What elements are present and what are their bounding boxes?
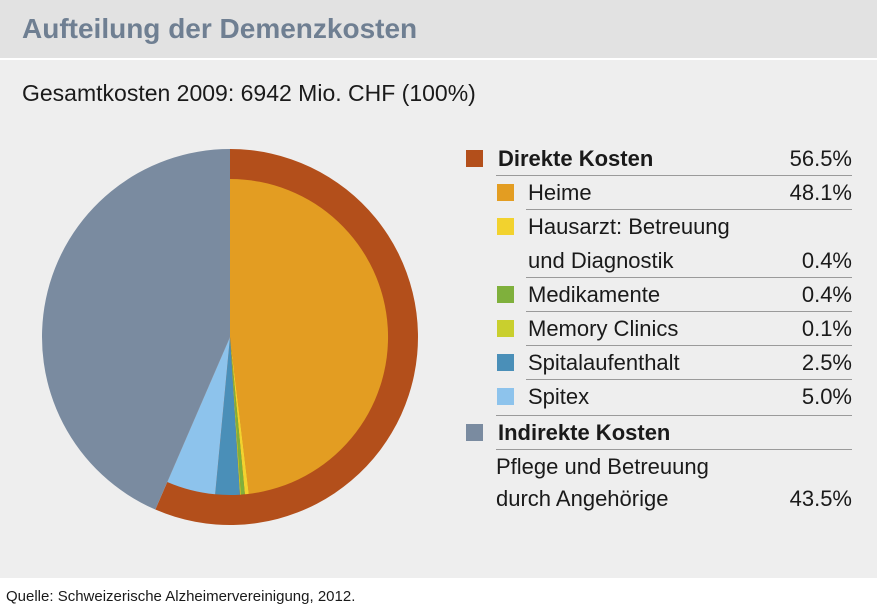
legend-swatch-direct — [466, 150, 483, 167]
legend-label-spitex: Spitex — [528, 384, 590, 409]
pie-chart — [41, 149, 418, 526]
legend-rule — [526, 345, 852, 346]
pie-slice-spitalaufenthalt — [215, 337, 240, 496]
pie-slice-indirekte-kosten — [41, 149, 230, 510]
legend-group-indirect: Indirekte Kosten — [466, 416, 852, 450]
legend-swatch-spitex — [497, 388, 514, 405]
legend-item-memory-clinics: Memory Clinics 0.1% — [466, 312, 852, 346]
legend-value-spitalaufenthalt: 2.5% — [801, 350, 852, 375]
legend-value-heime: 48.1% — [789, 180, 852, 205]
legend-label-hausarzt-line1: Hausarzt: Betreuung — [528, 214, 730, 239]
legend-label-heime: Heime — [528, 180, 592, 205]
chart-subtitle: Gesamtkosten 2009: 6942 Mio. CHF (100%) — [22, 80, 476, 106]
pie-slice-memory-clinics — [230, 337, 241, 495]
legend-value-memory-clinics: 0.1% — [801, 316, 852, 341]
legend-group-direct: Direkte Kosten 56.5% — [466, 142, 852, 176]
legend-rule — [526, 277, 852, 278]
legend-item-heime: Heime 48.1% — [466, 176, 852, 210]
legend-label-direct: Direkte Kosten — [498, 146, 654, 171]
legend-label-medikamente: Medikamente — [528, 282, 661, 307]
chart-title: Aufteilung der Demenzkosten — [22, 13, 418, 44]
pie-slice-medikamente — [230, 337, 245, 495]
legend-label-angehoerige-line1: Pflege und Betreuung — [496, 454, 709, 479]
legend-rule — [496, 175, 852, 176]
legend-label-hausarzt-line2: und Diagnostik — [528, 248, 674, 273]
legend-rule — [526, 311, 852, 312]
source-note: Quelle: Schweizerische Alzheimervereinig… — [6, 588, 356, 605]
legend: Direkte Kosten 56.5% Heime 48.1% Hausarz… — [466, 142, 852, 516]
legend-value-spitex: 5.0% — [801, 384, 852, 409]
legend-swatch-hausarzt — [497, 218, 514, 235]
legend-swatch-heime — [497, 184, 514, 201]
pie-slice-heime — [230, 178, 389, 494]
legend-label-indirect: Indirekte Kosten — [498, 420, 671, 445]
legend-swatch-medikamente — [497, 286, 514, 303]
legend-item-angehoerige: Pflege und Betreuung durch Angehörige 43… — [466, 450, 852, 516]
legend-rule — [526, 209, 852, 210]
legend-value-hausarzt: 0.4% — [801, 248, 852, 273]
legend-value-medikamente: 0.4% — [801, 282, 852, 307]
legend-label-spitalaufenthalt: Spitalaufenthalt — [528, 350, 680, 375]
legend-item-medikamente: Medikamente 0.4% — [466, 278, 852, 312]
legend-rule — [496, 415, 852, 416]
legend-swatch-memory-clinics — [497, 320, 514, 337]
legend-swatch-indirect — [466, 424, 483, 441]
pie-slice-spitex — [167, 337, 230, 495]
legend-item-hausarzt: Hausarzt: Betreuung und Diagnostik 0.4% — [466, 210, 852, 278]
legend-label-angehoerige-line2: durch Angehörige — [496, 486, 669, 511]
legend-value-direct: 56.5% — [789, 146, 852, 171]
title-bar: Aufteilung der Demenzkosten — [0, 0, 877, 60]
legend-item-spitex: Spitex 5.0% — [466, 380, 852, 416]
legend-swatch-spitalaufenthalt — [497, 354, 514, 371]
legend-item-spitalaufenthalt: Spitalaufenthalt 2.5% — [466, 346, 852, 380]
pie-slice-hausarzt-betreuung-und-diagnostik — [230, 337, 249, 495]
legend-rule — [496, 449, 852, 450]
legend-value-indirect: 43.5% — [789, 486, 852, 511]
legend-label-memory-clinics: Memory Clinics — [528, 316, 679, 341]
legend-rule — [526, 379, 852, 380]
